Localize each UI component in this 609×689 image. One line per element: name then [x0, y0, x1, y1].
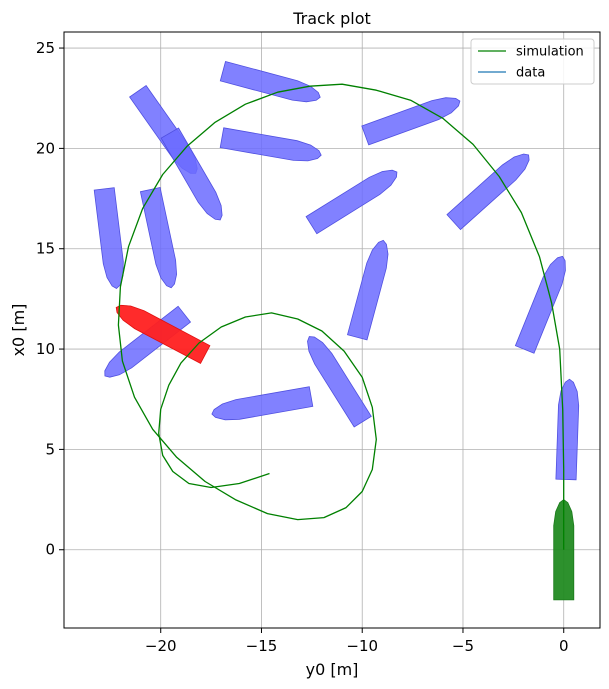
chart-title: Track plot: [292, 9, 371, 28]
ship-outline-intermediate: [347, 239, 389, 341]
x-tick-label: −15: [246, 637, 278, 655]
y-tick-label: 25: [36, 39, 55, 57]
ship-outline-intermediate: [446, 153, 530, 231]
legend-box: [470, 38, 595, 85]
y-tick-label: 5: [45, 440, 55, 458]
y-tick-label: 0: [45, 541, 55, 559]
ship-outlines: [93, 61, 580, 601]
x-axis-label: y0 [m]: [306, 660, 359, 679]
legend-data-label: data: [516, 66, 545, 81]
ship-outline-intermediate: [361, 97, 461, 146]
ship-outline-intermediate: [555, 378, 580, 481]
series-lines: [117, 83, 565, 550]
legend-simulation-label: simulation: [516, 45, 584, 60]
x-tick-label: −10: [346, 637, 378, 655]
ship-outline-intermediate: [219, 61, 321, 103]
ship-outline-intermediate: [219, 127, 322, 162]
y-axis-label: x0 [m]: [9, 304, 28, 357]
ship-outline-end: [115, 304, 211, 364]
axis-ticks: −20 −15 −10 −5 0 0 5 10 15 20 25: [36, 39, 569, 655]
ship-outline-intermediate: [211, 386, 314, 421]
x-tick-label: 0: [559, 637, 569, 655]
x-tick-label: −5: [452, 637, 474, 655]
ship-outline-intermediate: [139, 187, 178, 289]
legend: simulation data: [470, 38, 595, 85]
y-tick-label: 10: [36, 340, 55, 358]
ship-outline-intermediate: [514, 255, 566, 354]
y-tick-label: 15: [36, 240, 55, 258]
ship-outline-intermediate: [160, 127, 223, 221]
ship-outline-start: [553, 499, 575, 601]
series-line-simulation: [117, 83, 565, 550]
plot-frame: [63, 31, 601, 629]
y-tick-label: 20: [36, 139, 55, 157]
ship-outline-intermediate: [305, 169, 398, 235]
ship-outline-intermediate: [307, 336, 372, 428]
ship-outline-intermediate: [93, 187, 124, 289]
x-tick-label: −20: [145, 637, 177, 655]
